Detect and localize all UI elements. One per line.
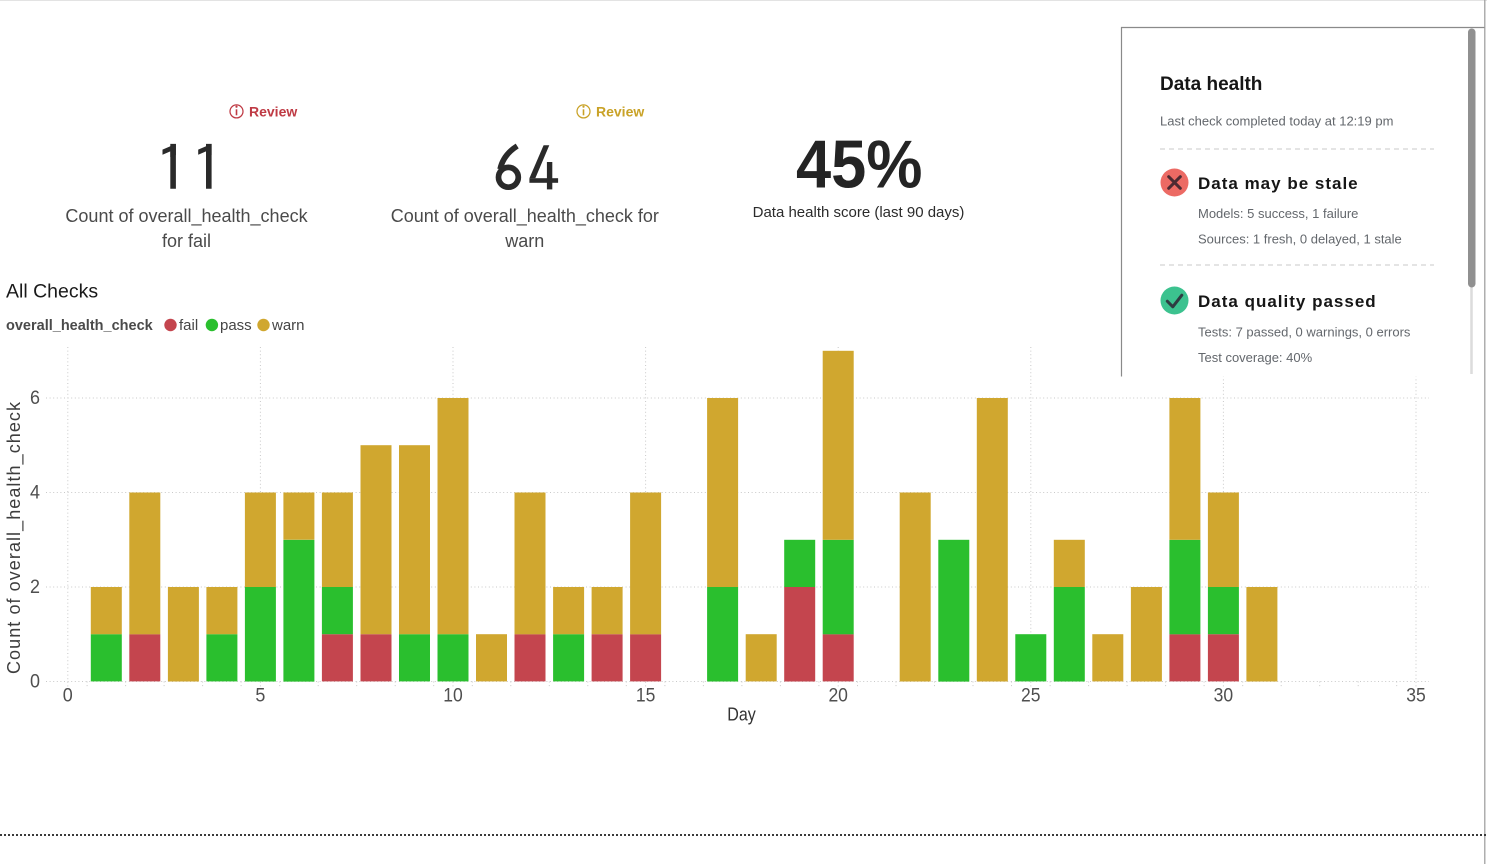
svg-text:45%: 45% [796,127,923,203]
svg-text:Count of overall_health_check: Count of overall_health_check [4,401,25,674]
svg-text:10: 10 [443,686,463,707]
svg-text:Day: Day [727,705,756,725]
svg-text:pass: pass [220,317,252,334]
svg-text:30: 30 [1214,686,1234,707]
svg-text:Sources: 1 fresh, 0 delayed, 1: Sources: 1 fresh, 0 delayed, 1 stale [1198,232,1402,247]
svg-text:for fail: for fail [162,231,211,251]
svg-text:overall_health_check: overall_health_check [6,318,154,334]
svg-text:Review: Review [249,104,297,120]
svg-text:0: 0 [63,686,73,707]
svg-text:6: 6 [30,388,40,409]
svg-text:Last check completed today at: Last check completed today at 12:19 pm [1160,114,1393,129]
svg-text:Data health score (last 90 day: Data health score (last 90 days) [753,204,965,221]
svg-text:Test coverage: 40%: Test coverage: 40% [1198,350,1313,365]
svg-text:Count of overall_health_check: Count of overall_health_check for [391,206,659,227]
svg-text:Review: Review [596,104,644,120]
svg-text:35: 35 [1406,686,1426,707]
svg-text:25: 25 [1021,686,1041,707]
svg-text:5: 5 [255,686,265,707]
svg-text:4: 4 [30,483,40,504]
svg-text:Data may be stale: Data may be stale [1198,174,1359,193]
svg-text:All Checks: All Checks [6,281,98,303]
svg-text:0: 0 [30,672,40,693]
svg-text:Data health: Data health [1160,74,1262,95]
svg-text:Models: 5 success, 1 failure: Models: 5 success, 1 failure [1198,206,1358,221]
svg-text:fail: fail [179,317,198,334]
svg-text:Data quality passed: Data quality passed [1198,292,1377,311]
svg-text:warn: warn [504,231,544,251]
svg-text:Count of overall_health_check: Count of overall_health_check [65,206,308,227]
svg-text:warn: warn [271,317,305,334]
svg-text:Tests: 7 passed, 0 warnings, 0: Tests: 7 passed, 0 warnings, 0 errors [1198,325,1411,340]
svg-text:15: 15 [636,686,656,707]
svg-text:2: 2 [30,577,40,598]
svg-text:20: 20 [828,686,848,707]
